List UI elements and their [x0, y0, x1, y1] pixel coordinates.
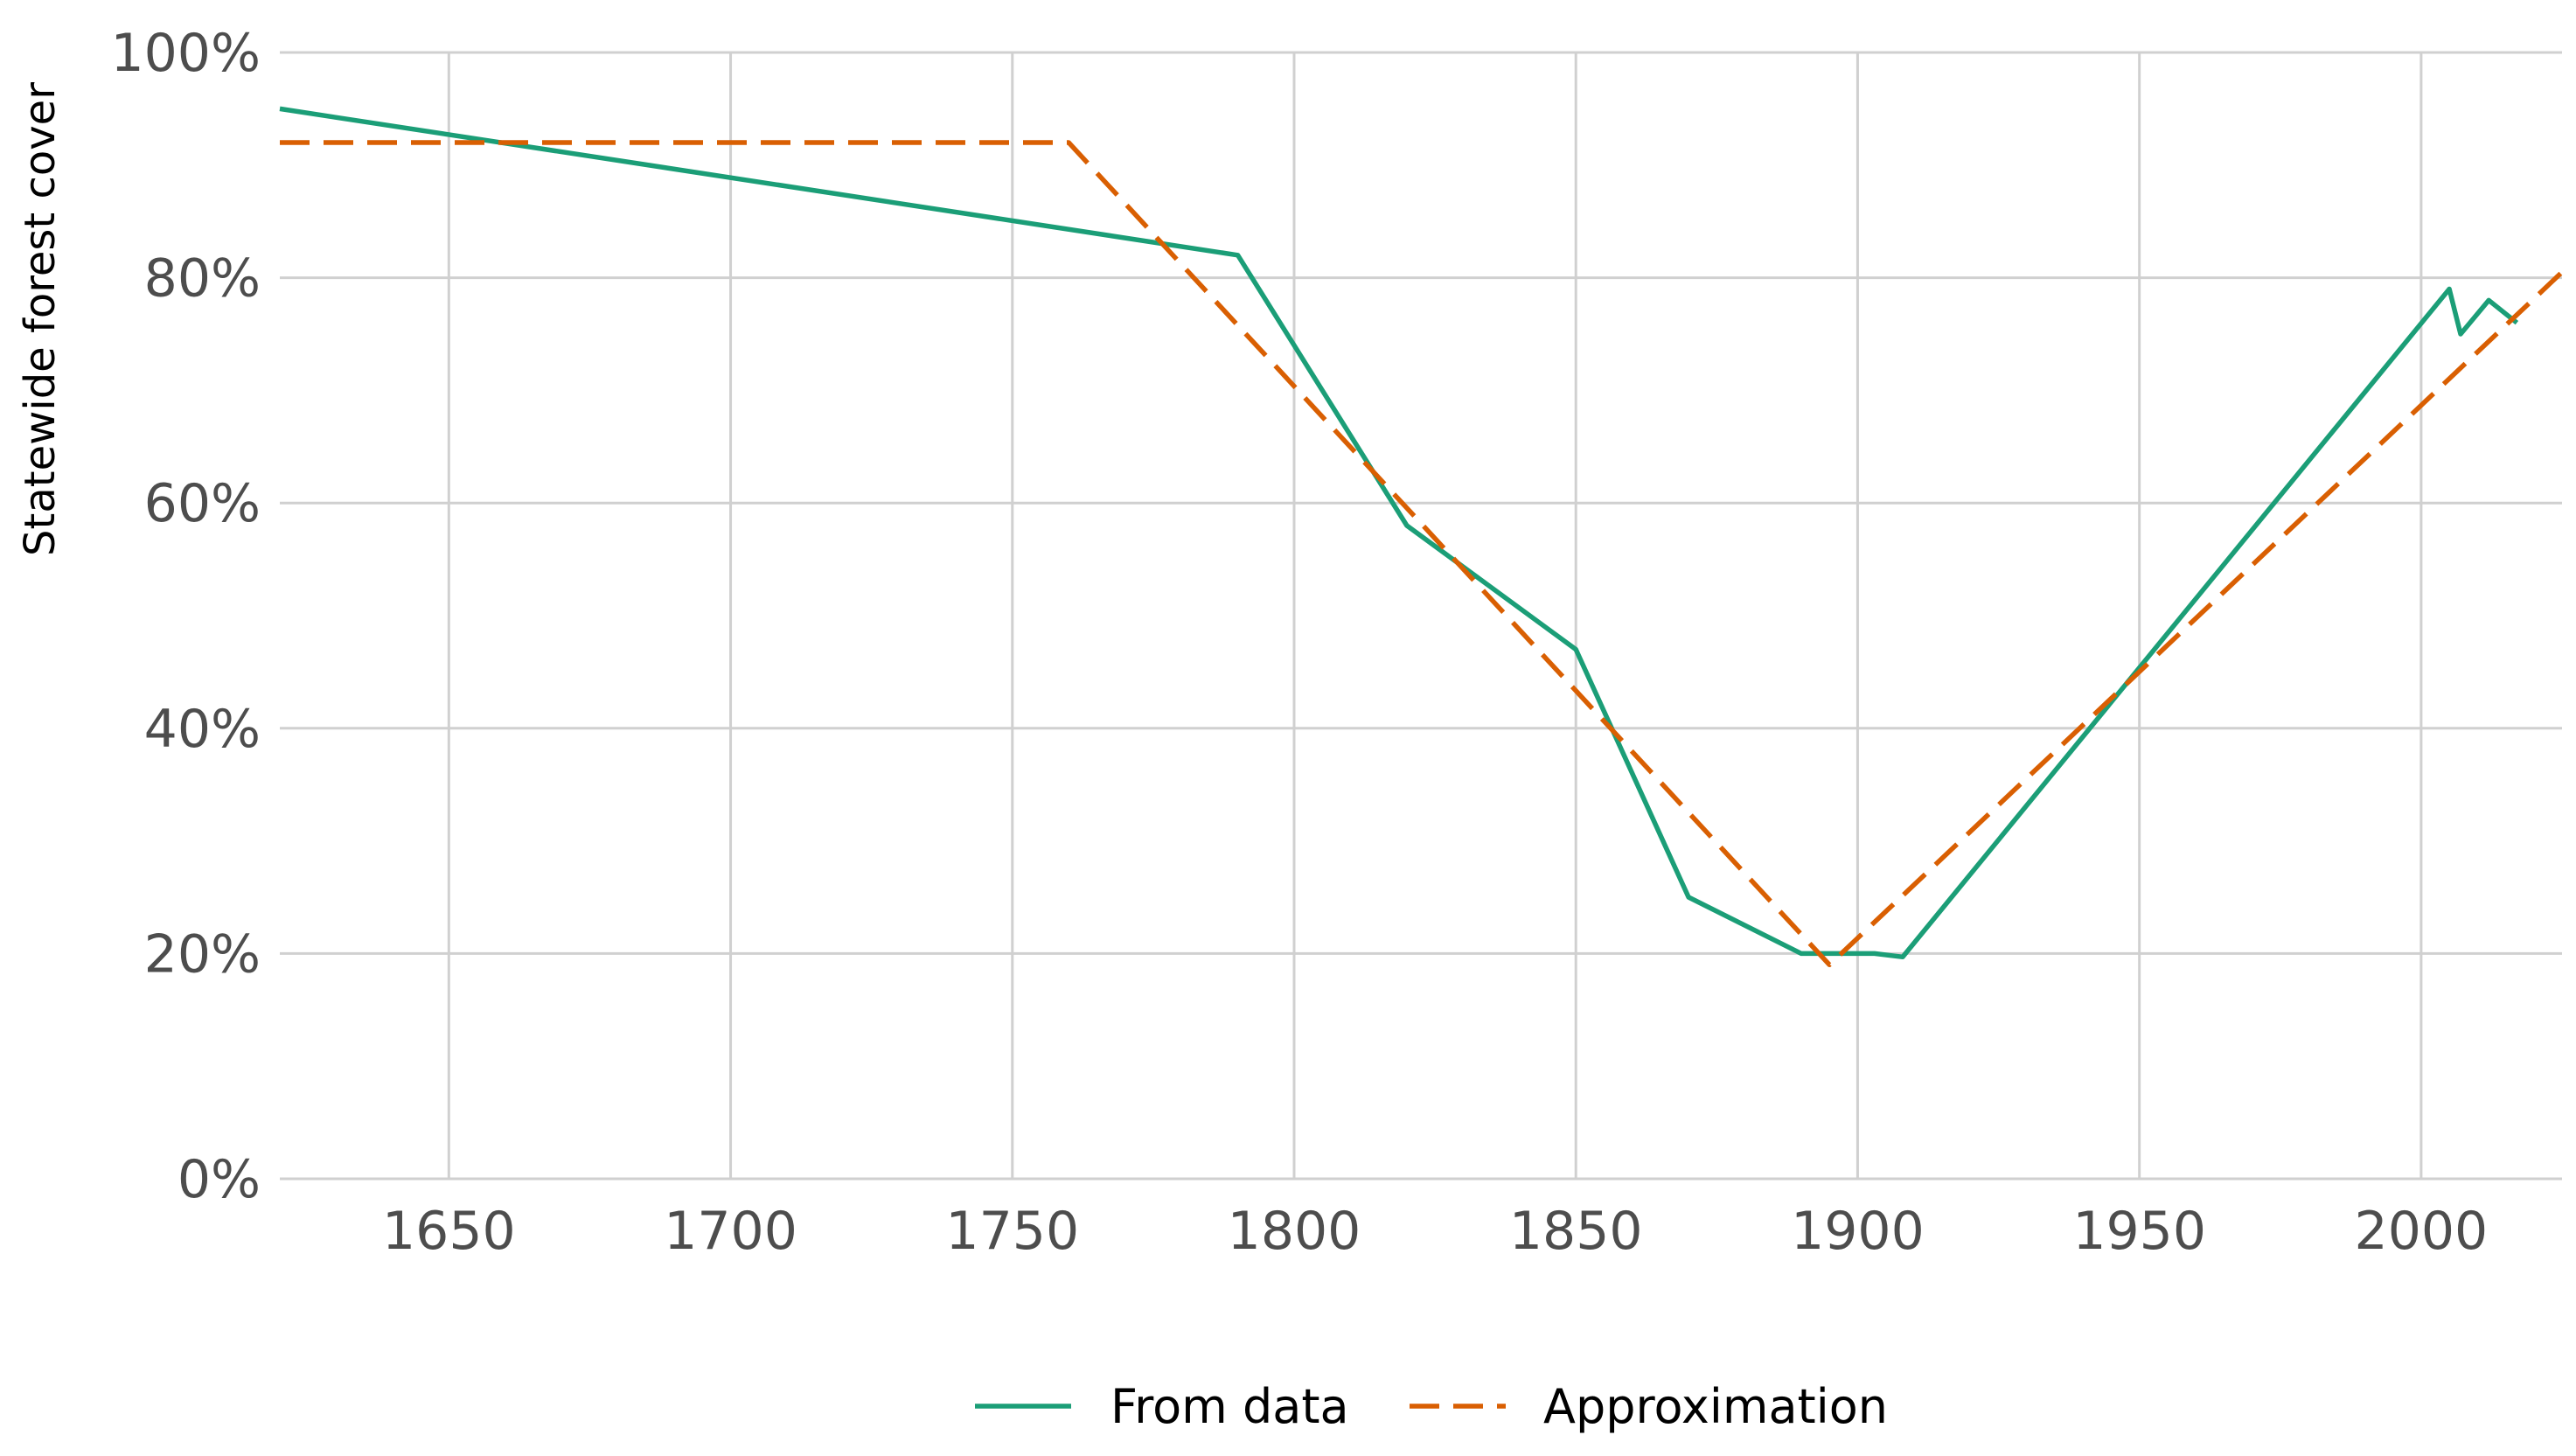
- x-tick-label: 1850: [1509, 1201, 1643, 1262]
- y-axis-ticks: 0% 20% 40% 60% 80% 100%: [110, 23, 261, 1210]
- y-tick-label: 100%: [110, 23, 261, 84]
- series-lines: [279, 106, 2564, 968]
- y-tick-label: 80%: [144, 248, 261, 310]
- x-tick-label: 1900: [1791, 1201, 1925, 1262]
- x-tick-label: 1650: [382, 1201, 516, 1262]
- x-tick-label: 1800: [1228, 1201, 1361, 1262]
- legend-label: From data: [1110, 1379, 1349, 1434]
- x-tick-label: 1750: [945, 1201, 1079, 1262]
- legend: From data Approximation: [975, 1379, 1888, 1434]
- legend-label: Approximation: [1543, 1379, 1888, 1434]
- x-tick-label: 2000: [2355, 1201, 2489, 1262]
- x-tick-label: 1950: [2072, 1201, 2206, 1262]
- y-tick-label: 20%: [144, 923, 261, 985]
- y-tick-label: 0%: [178, 1149, 261, 1210]
- grid-lines: [280, 51, 2562, 1181]
- series-line-approximation: [280, 140, 2564, 968]
- y-tick-label: 40%: [144, 699, 261, 760]
- y-tick-label: 60%: [144, 473, 261, 534]
- series-line-from-data: [279, 106, 2519, 960]
- y-axis-title: Statewide forest cover: [16, 82, 65, 556]
- x-tick-label: 1700: [664, 1201, 797, 1262]
- x-axis-ticks: 1650 1700 1750 1800 1850 1900 1950 2000: [382, 1201, 2488, 1262]
